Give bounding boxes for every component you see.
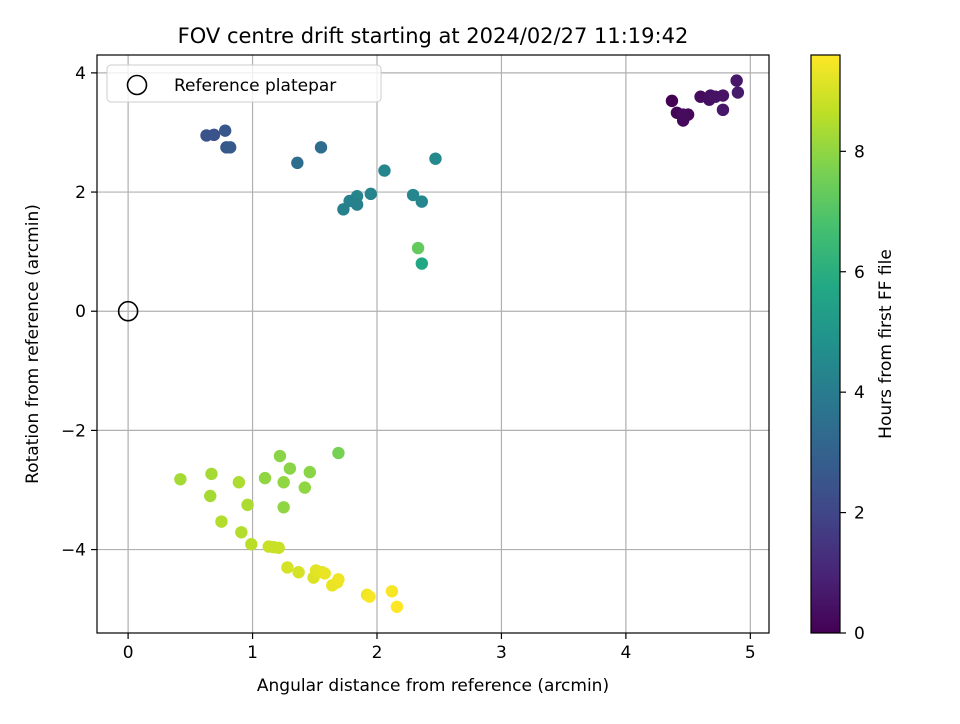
colorbar-tick-label: 8 (854, 142, 865, 162)
data-point (429, 152, 442, 165)
reference-layer (117, 300, 139, 322)
x-tick-label: 3 (496, 643, 507, 663)
data-point (318, 567, 331, 580)
x-tick-label: 4 (620, 643, 631, 663)
data-point (235, 526, 248, 539)
data-point (281, 561, 294, 574)
colorbar-frame (810, 54, 841, 634)
colorbar-label: Hours from first FF file (876, 249, 896, 439)
data-point (716, 89, 730, 102)
y-tick-label: 4 (75, 64, 86, 84)
data-point (298, 481, 312, 494)
data-point (303, 465, 316, 479)
colorbar-tick-label: 0 (854, 624, 865, 644)
data-point (411, 241, 425, 255)
data-point (665, 94, 679, 108)
plot-frame (96, 54, 770, 634)
x-tick-label: 1 (247, 643, 258, 663)
data-point (174, 473, 187, 486)
data-point (716, 103, 730, 117)
legend-marker (126, 74, 148, 96)
data-point (363, 590, 376, 603)
data-point (277, 476, 290, 489)
data-point (292, 566, 305, 579)
grid-lines (97, 55, 769, 633)
legend-entry-reference: Reference platepar (174, 76, 336, 96)
data-point (364, 187, 377, 201)
data-point (241, 498, 254, 512)
chart-title: FOV centre drift starting at 2024/02/27 … (178, 24, 689, 48)
data-point (332, 573, 345, 586)
data-point (245, 538, 258, 551)
data-point (385, 585, 399, 598)
data-point (332, 446, 345, 460)
y-axis-label: Rotation from reference (arcmin) (23, 204, 43, 484)
data-point (205, 467, 218, 481)
data-point (272, 541, 285, 554)
colorbar-gradient (811, 55, 840, 633)
data-point (273, 449, 287, 463)
legend-box (106, 64, 382, 103)
data-point (314, 141, 328, 154)
legend: Reference platepar (106, 64, 382, 103)
data-point (223, 141, 237, 154)
data-point (390, 600, 404, 613)
scatter-points (174, 74, 745, 613)
x-tick-label: 5 (745, 643, 756, 663)
colorbar: 0 2 4 6 8 Hours from first FF file (810, 54, 896, 644)
data-point (337, 203, 350, 216)
colorbar-ticks: 0 2 4 6 8 (840, 142, 865, 644)
data-point (207, 128, 221, 142)
y-tick-label: 2 (75, 183, 86, 203)
data-point (232, 476, 246, 489)
data-point (378, 164, 391, 177)
data-point (730, 74, 743, 87)
colorbar-tick-label: 6 (854, 263, 865, 283)
x-axis-label: Angular distance from reference (arcmin) (257, 676, 609, 696)
x-axis-ticks: 0 1 2 3 4 5 (123, 633, 756, 663)
x-tick-label: 2 (372, 643, 383, 663)
y-tick-label: 0 (75, 302, 86, 322)
y-tick-label: −4 (61, 541, 86, 561)
x-tick-label: 0 (123, 643, 134, 663)
data-point (350, 198, 364, 211)
reference-platepar-marker (117, 300, 139, 322)
data-point (676, 108, 690, 121)
colorbar-tick-label: 4 (854, 383, 865, 403)
data-point (277, 501, 290, 514)
data-point (283, 462, 297, 475)
data-point (415, 257, 428, 270)
data-point (406, 188, 420, 202)
data-point (415, 195, 428, 208)
colorbar-tick-label: 2 (854, 504, 865, 524)
y-axis-ticks: −4 −2 0 2 4 (61, 64, 97, 561)
data-point (218, 124, 232, 137)
data-point (258, 471, 272, 485)
data-point (215, 515, 228, 528)
data-point (204, 489, 217, 503)
y-tick-label: −2 (61, 421, 86, 441)
data-point (731, 86, 745, 99)
data-point (291, 156, 304, 170)
